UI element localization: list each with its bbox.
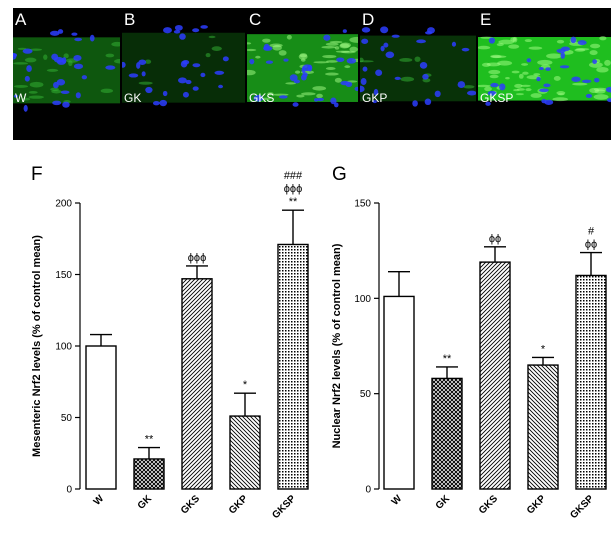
micrograph-image	[13, 8, 120, 140]
bar-gk	[133, 458, 165, 490]
bar-gk	[431, 377, 463, 490]
panel-letter: E	[480, 10, 492, 29]
y-axis-title: Nuclear Nrf2 levels (% of control mean)	[331, 243, 343, 448]
panel-letter: F	[31, 164, 43, 185]
significance-marker: #	[588, 226, 595, 238]
bar-gksp	[277, 243, 309, 490]
panel-letter: G	[332, 164, 347, 185]
y-axis-title: Mesenteric Nrf2 levels (% of control mea…	[31, 235, 43, 457]
significance-marker: *	[243, 379, 248, 391]
panel-letter: A	[15, 10, 27, 29]
x-tick-label: GKP	[227, 493, 250, 516]
x-tick-label: GKS	[477, 493, 500, 516]
y-tick-label: 0	[365, 485, 371, 496]
micrograph-image	[122, 8, 245, 140]
panel-letter: D	[362, 10, 375, 29]
y-tick-label: 100	[55, 342, 72, 353]
panel-letter: C	[249, 10, 262, 29]
significance-marker: **	[145, 434, 154, 446]
group-label: GKSP	[480, 91, 514, 105]
x-tick-label: W	[390, 493, 405, 508]
x-tick-label: GK	[434, 493, 453, 512]
bar-gkp	[229, 415, 261, 490]
significance-marker: ϕϕϕ	[284, 183, 302, 195]
y-tick-label: 150	[354, 199, 371, 210]
chart-panel-g: G 0 50 100 150 Nuclear Nrf2 levels (% of cont…	[331, 164, 607, 521]
micrograph-image	[247, 8, 358, 140]
micrograph-panel-d: D GKP	[360, 8, 476, 140]
tissue-band	[360, 8, 476, 140]
significance-marker: **	[443, 353, 452, 365]
significance-marker: *	[541, 343, 546, 355]
tissue-band	[122, 8, 245, 140]
micrograph-panel-c: C GKS	[247, 8, 358, 140]
micrograph-image	[360, 8, 476, 140]
y-tick-label: 150	[55, 270, 72, 281]
bar-gksp	[575, 274, 607, 490]
x-tick-label: GKS	[179, 493, 202, 516]
bar-gks	[479, 261, 511, 490]
bar-w	[85, 345, 117, 490]
group-label: GK	[124, 91, 142, 105]
significance-marker: ###	[284, 170, 303, 182]
x-tick-label: GK	[136, 493, 155, 512]
micrograph-panel-e: E GKSP	[478, 8, 611, 140]
group-label: GKS	[249, 91, 275, 105]
micrograph-panel-b: B GK	[122, 8, 245, 140]
significance-marker: ϕϕϕ	[188, 252, 206, 264]
y-tick-label: 100	[354, 294, 371, 305]
tissue-band	[13, 8, 120, 140]
x-tick-label: W	[92, 493, 107, 508]
chart-panel-f: F 0 50 100 150 200 Mesenteric Nrf2 levels (% o…	[31, 164, 309, 521]
y-tick-label: 200	[55, 199, 72, 210]
y-tick-label: 0	[66, 485, 72, 496]
micrograph-strip: A W B GK C GKS D GKP E GKSP	[13, 8, 611, 140]
micrograph-panel-a: A W	[13, 8, 120, 140]
significance-marker: **	[289, 196, 298, 208]
group-label: GKP	[362, 91, 388, 105]
panel-letter: B	[124, 10, 136, 29]
tissue-band	[247, 8, 358, 140]
bar-gkp	[527, 364, 559, 490]
x-tick-label: GKSP	[270, 493, 298, 521]
micrograph-image	[478, 8, 611, 140]
y-tick-label: 50	[61, 413, 73, 424]
group-label: W	[15, 91, 27, 105]
bar-w	[383, 295, 415, 490]
x-tick-label: GKSP	[568, 493, 596, 521]
y-tick-label: 50	[360, 389, 372, 400]
significance-marker: ϕϕ	[585, 239, 597, 251]
tissue-band	[478, 8, 611, 140]
x-tick-label: GKP	[525, 493, 548, 516]
significance-marker: ϕϕ	[489, 233, 501, 245]
bar-gks	[181, 278, 213, 490]
